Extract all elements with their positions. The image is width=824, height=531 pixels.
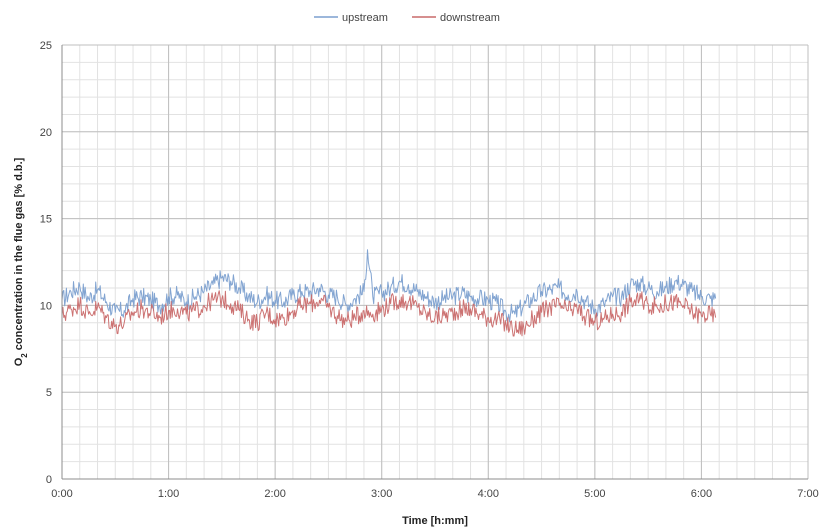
y-tick-label: 20 <box>40 127 52 139</box>
series-line-downstream <box>61 290 717 337</box>
y-axis-title-prefix: O <box>13 357 25 366</box>
x-tick-label: 3:00 <box>371 488 392 500</box>
y-tick-label: 0 <box>46 474 52 486</box>
x-tick-label: 4:00 <box>478 488 499 500</box>
minor-gridlines <box>61 44 809 480</box>
y-axis-title: O2 concentration in the flue gas [% d.b.… <box>13 157 29 366</box>
x-tick-label: 5:00 <box>584 488 605 500</box>
series-layer <box>61 249 717 337</box>
legend-label-downstream: downstream <box>440 12 500 24</box>
series-line-upstream <box>61 249 717 323</box>
x-tick-label: 0:00 <box>51 488 72 500</box>
x-tick-label: 2:00 <box>264 488 285 500</box>
x-tick-label: 1:00 <box>158 488 179 500</box>
y-tick-label: 15 <box>40 214 52 226</box>
y-axis-title-rest: concentration in the flue gas [% d.b.] <box>13 157 25 353</box>
legend-label-upstream: upstream <box>342 12 388 24</box>
legend: upstream downstream <box>314 12 500 24</box>
y-tick-label: 10 <box>40 300 52 312</box>
y-axis-title-subscript: 2 <box>20 353 29 358</box>
axes <box>61 45 808 480</box>
y-tick-labels: 0 5 10 15 20 25 <box>40 40 52 486</box>
x-tick-label: 7:00 <box>797 488 818 500</box>
y-tick-label: 5 <box>46 387 52 399</box>
x-tick-labels: 0:00 1:00 2:00 3:00 4:00 5:00 6:00 7:00 <box>51 488 818 500</box>
y-tick-label: 25 <box>40 40 52 52</box>
x-tick-label: 6:00 <box>691 488 712 500</box>
x-axis-title: Time [h:mm] <box>402 515 468 527</box>
